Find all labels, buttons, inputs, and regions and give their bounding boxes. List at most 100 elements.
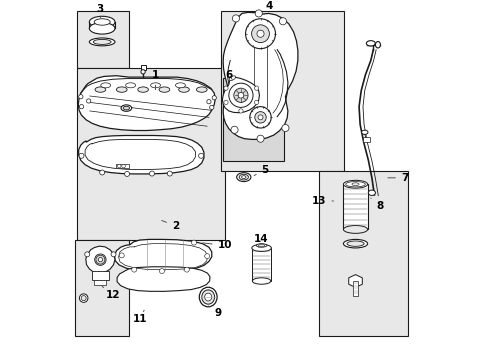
Text: 3: 3 xyxy=(97,4,104,18)
Circle shape xyxy=(224,100,228,104)
Bar xyxy=(94,280,106,285)
Circle shape xyxy=(279,18,286,25)
Ellipse shape xyxy=(116,87,127,92)
Text: 2: 2 xyxy=(162,220,179,231)
Bar xyxy=(343,184,367,229)
Polygon shape xyxy=(79,135,203,174)
Ellipse shape xyxy=(95,87,105,92)
Ellipse shape xyxy=(204,293,211,301)
Ellipse shape xyxy=(258,244,264,247)
Bar xyxy=(77,68,224,240)
Ellipse shape xyxy=(236,173,250,181)
Text: 7: 7 xyxy=(387,173,407,183)
Text: 10: 10 xyxy=(203,240,232,251)
Circle shape xyxy=(206,100,211,104)
Ellipse shape xyxy=(123,106,129,110)
Ellipse shape xyxy=(366,41,374,46)
Circle shape xyxy=(198,153,203,158)
Circle shape xyxy=(131,267,137,272)
Circle shape xyxy=(254,86,258,90)
Circle shape xyxy=(159,269,164,274)
Ellipse shape xyxy=(121,105,131,111)
Ellipse shape xyxy=(150,83,160,88)
Ellipse shape xyxy=(79,294,88,302)
Bar xyxy=(223,78,283,161)
Text: 1: 1 xyxy=(152,69,159,90)
Circle shape xyxy=(232,15,239,22)
Text: 11: 11 xyxy=(133,310,147,324)
Circle shape xyxy=(212,96,216,100)
Polygon shape xyxy=(348,275,362,287)
Bar xyxy=(116,164,129,168)
Circle shape xyxy=(230,126,238,133)
Bar xyxy=(75,240,129,336)
Circle shape xyxy=(119,253,124,258)
Circle shape xyxy=(184,267,189,272)
Ellipse shape xyxy=(94,19,110,25)
Circle shape xyxy=(122,164,125,168)
Ellipse shape xyxy=(93,39,111,44)
Polygon shape xyxy=(117,267,209,291)
Circle shape xyxy=(117,164,121,168)
Circle shape xyxy=(233,88,247,102)
Polygon shape xyxy=(114,239,211,271)
Circle shape xyxy=(245,19,275,49)
Ellipse shape xyxy=(367,190,375,195)
Bar xyxy=(141,65,145,70)
Circle shape xyxy=(124,171,129,176)
Ellipse shape xyxy=(202,290,214,304)
Bar xyxy=(77,10,129,68)
Circle shape xyxy=(191,240,196,245)
Ellipse shape xyxy=(89,23,115,34)
Polygon shape xyxy=(223,12,297,139)
Ellipse shape xyxy=(361,130,367,134)
Circle shape xyxy=(258,115,263,120)
Ellipse shape xyxy=(199,287,217,307)
Bar xyxy=(252,248,270,281)
Circle shape xyxy=(228,83,252,107)
Ellipse shape xyxy=(89,38,115,46)
Circle shape xyxy=(79,104,83,109)
Ellipse shape xyxy=(346,241,363,246)
Ellipse shape xyxy=(178,87,189,92)
Ellipse shape xyxy=(196,87,207,92)
Circle shape xyxy=(256,135,264,142)
Circle shape xyxy=(251,25,269,42)
Text: 8: 8 xyxy=(370,198,383,211)
Ellipse shape xyxy=(343,180,367,188)
Circle shape xyxy=(95,254,106,265)
Text: 6: 6 xyxy=(225,69,232,80)
Circle shape xyxy=(79,153,84,158)
Ellipse shape xyxy=(159,87,169,92)
Ellipse shape xyxy=(375,41,380,48)
Circle shape xyxy=(238,109,243,113)
Text: 14: 14 xyxy=(254,234,268,247)
Circle shape xyxy=(167,171,172,176)
Ellipse shape xyxy=(251,244,271,252)
Text: 13: 13 xyxy=(311,196,333,206)
Bar xyxy=(221,10,344,171)
Circle shape xyxy=(255,10,262,17)
Bar xyxy=(362,137,369,141)
Ellipse shape xyxy=(345,181,365,187)
Circle shape xyxy=(281,125,288,131)
Circle shape xyxy=(256,30,264,37)
Bar xyxy=(92,271,108,280)
Circle shape xyxy=(209,105,213,109)
Ellipse shape xyxy=(84,252,89,257)
Ellipse shape xyxy=(351,183,358,186)
Ellipse shape xyxy=(101,83,110,88)
Circle shape xyxy=(79,95,83,99)
Ellipse shape xyxy=(343,225,367,233)
Text: 12: 12 xyxy=(102,286,121,300)
Ellipse shape xyxy=(239,174,248,180)
Circle shape xyxy=(86,99,91,103)
Polygon shape xyxy=(78,76,215,131)
Ellipse shape xyxy=(125,83,135,88)
Text: 9: 9 xyxy=(208,306,221,318)
Circle shape xyxy=(249,107,271,128)
Circle shape xyxy=(254,100,258,104)
Text: 5: 5 xyxy=(254,165,268,176)
Ellipse shape xyxy=(343,239,367,248)
Text: 4: 4 xyxy=(264,1,272,14)
